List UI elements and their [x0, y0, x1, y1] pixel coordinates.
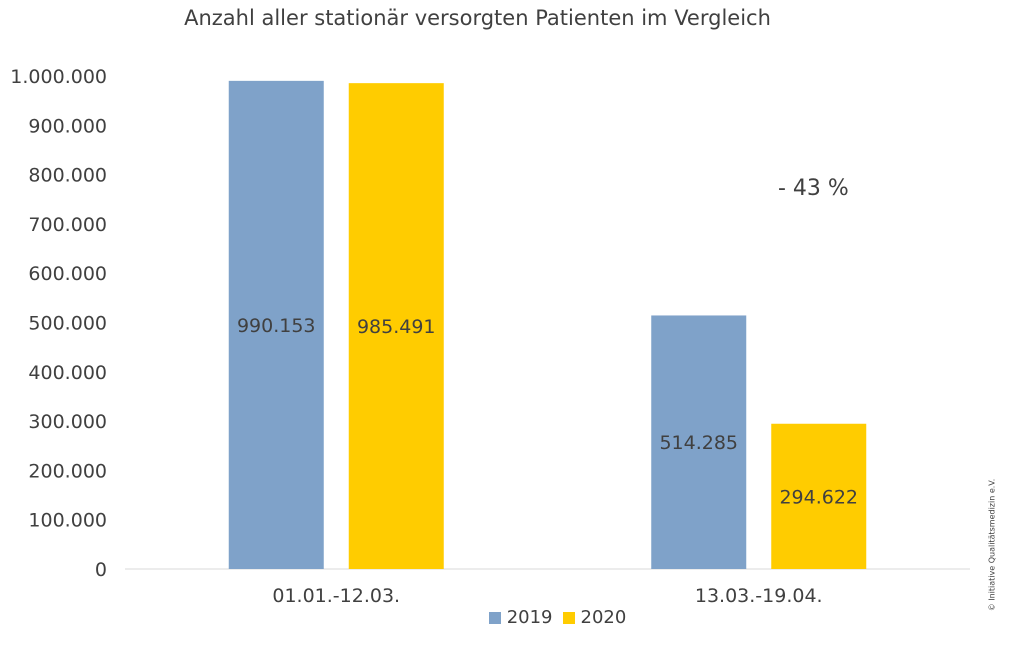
x-category-label: 01.01.-12.03.: [272, 585, 400, 607]
change-annotation: - 43 %: [778, 176, 849, 201]
y-tick-label: 500.000: [28, 313, 107, 335]
y-tick-label: 800.000: [28, 165, 107, 187]
y-tick-label: 0: [95, 559, 107, 581]
bar-2019: [228, 80, 324, 570]
legend-swatch-2019: [488, 611, 501, 624]
legend-swatch-2020: [562, 611, 575, 624]
y-tick-label: 200.000: [28, 460, 107, 482]
chart-title: Anzahl aller stationär versorgten Patien…: [184, 6, 771, 30]
legend-item-2020: 2020: [562, 607, 627, 628]
legend-label-2019: 2019: [506, 607, 553, 628]
x-category-label: 13.03.-19.04.: [695, 585, 823, 607]
legend: 2019 2020: [0, 607, 1015, 628]
copyright-note: © Initiative Qualitätsmedizin e.V.: [987, 478, 997, 612]
y-tick-label: 700.000: [28, 214, 107, 236]
data-label: 294.622: [779, 486, 858, 508]
y-tick-label: 900.000: [28, 115, 107, 137]
y-tick-label: 100.000: [28, 510, 107, 532]
bar-2020: [771, 423, 867, 569]
data-label: 514.285: [659, 432, 738, 454]
legend-label-2020: 2020: [580, 607, 627, 628]
data-label: 985.491: [357, 316, 436, 338]
y-tick-label: 600.000: [28, 263, 107, 285]
bar-2019: [651, 315, 747, 569]
bar-2020: [348, 83, 444, 569]
y-tick-label: 300.000: [28, 411, 107, 433]
y-tick-label: 1.000.000: [10, 66, 107, 88]
legend-item-2019: 2019: [488, 607, 553, 628]
y-tick-label: 400.000: [28, 362, 107, 384]
data-label: 990.153: [237, 315, 316, 337]
